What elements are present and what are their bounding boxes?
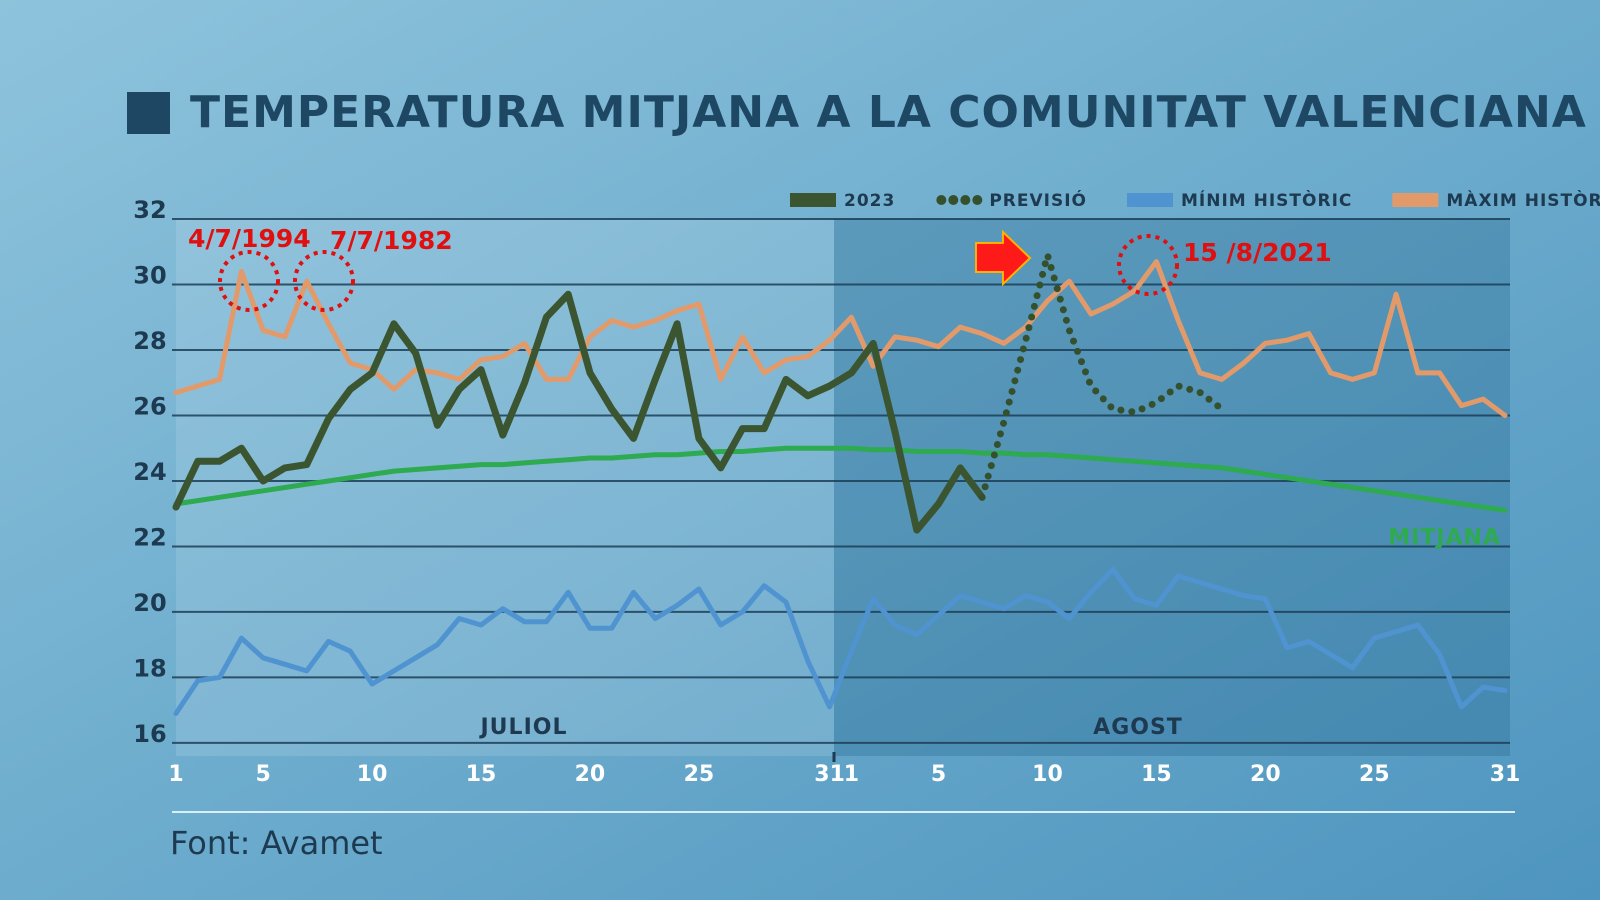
x-tick-label: 20 — [1250, 762, 1281, 787]
x-tick-label: 1 — [168, 762, 183, 787]
annotation: 7/7/1982 — [330, 226, 453, 255]
arrow — [975, 229, 1032, 287]
x-tick-label: 25 — [684, 762, 715, 787]
source: Font: Avamet — [170, 824, 383, 862]
highlight-circle — [293, 250, 355, 312]
x-tick-label: 5 — [255, 762, 270, 787]
title-square — [127, 92, 170, 134]
legend-label: 2023 — [844, 191, 895, 211]
month-label: AGOST — [1093, 715, 1183, 740]
x-tick-label: 5 — [931, 762, 946, 787]
x-tick-label: 20 — [575, 762, 606, 787]
legend-swatch — [936, 195, 947, 205]
highlight-circle — [218, 250, 280, 312]
series-line — [173, 566, 1508, 716]
annotation: 15 /8/2021 — [1183, 238, 1332, 267]
y-tick-label: 30 — [133, 261, 166, 289]
x-tick-label: 15 — [466, 762, 497, 787]
x-tick-label: 1 — [844, 762, 859, 787]
x-tick-label: 10 — [1032, 762, 1063, 787]
y-tick-label: 16 — [133, 720, 166, 748]
series-line — [173, 445, 1508, 513]
legend-swatch — [1127, 193, 1173, 207]
series-line — [978, 251, 1226, 501]
x-tick-label: 31 — [814, 762, 845, 787]
y-tick-label: 22 — [133, 523, 166, 551]
chart-title: TEMPERATURA MITJANA A LA COMUNITAT VALEN… — [190, 87, 1600, 138]
legend-label: MÍNIM HISTÒRIC — [1181, 189, 1352, 211]
x-tick-label: 15 — [1141, 762, 1172, 787]
legend-swatch — [960, 195, 971, 205]
series-line — [172, 290, 986, 534]
legend-label: MÀXIM HISTÒRIC — [1446, 189, 1600, 211]
annotation: 4/7/1994 — [188, 224, 311, 253]
y-tick-label: 18 — [133, 654, 166, 682]
y-tick-label: 28 — [133, 327, 166, 355]
y-tick-label: 24 — [133, 458, 166, 486]
highlight-circle — [1117, 234, 1179, 296]
x-tick-label: 31 — [1490, 762, 1521, 787]
legend-swatch — [972, 195, 983, 205]
series-label: MITJANA — [1388, 525, 1501, 550]
y-tick-label: 26 — [133, 392, 166, 420]
month-label: JULIOL — [479, 715, 568, 740]
x-tick-label: 10 — [357, 762, 388, 787]
legend-swatch — [1392, 193, 1439, 207]
legend-swatch — [948, 195, 959, 205]
series-line — [173, 259, 1508, 418]
legend-swatch — [790, 193, 836, 207]
y-tick-label: 20 — [133, 589, 166, 617]
legend-label: PREVISIÓ — [989, 189, 1087, 211]
x-tick-label: 25 — [1359, 762, 1390, 787]
y-tick-label: 32 — [133, 196, 166, 224]
